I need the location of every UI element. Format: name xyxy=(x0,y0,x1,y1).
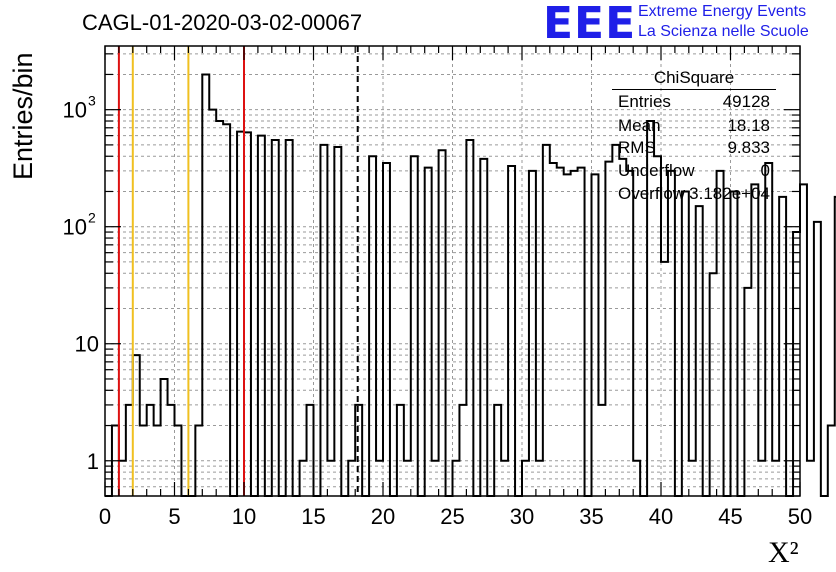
x-axis-label: X² xyxy=(768,536,799,569)
x-tick-label: 50 xyxy=(788,504,812,529)
x-tick-label: 0 xyxy=(99,504,111,529)
stats-row-rms: RMS 9.833 xyxy=(618,138,770,160)
stats-key: Underflow xyxy=(618,161,695,180)
x-tick-label: 5 xyxy=(168,504,180,529)
y-tick-label: 1 xyxy=(87,449,99,474)
stats-title: ChiSquare xyxy=(653,68,735,87)
stats-key: Entries xyxy=(618,92,671,111)
stats-value: 49128 xyxy=(722,92,770,111)
stats-box: ChiSquare Entries 49128 Mean 18.18 RMS 9… xyxy=(612,68,776,204)
stats-row-underflow: Underflow 0 xyxy=(618,161,770,183)
histogram-outline xyxy=(105,73,836,497)
stats-key: Overflow xyxy=(618,184,686,203)
chart-title: CAGL-01-2020-03-02-00067 xyxy=(82,10,363,35)
logo-subtitle-line1: Extreme Energy Events xyxy=(638,3,807,20)
y-axis-label: Entries/bin xyxy=(8,52,38,180)
stats-value: 0 xyxy=(760,161,770,180)
stats-value: 3.182e+04 xyxy=(689,184,770,203)
y-tick-exponent: 2 xyxy=(88,210,96,226)
eee-logo: EEE xyxy=(543,0,637,49)
x-tick-label: 30 xyxy=(510,504,534,529)
stats-row-overflow: Overflow 3.182e+04 xyxy=(618,184,770,206)
y-tick-exponent: 3 xyxy=(88,93,96,109)
stats-value: 18.18 xyxy=(727,116,770,135)
y-tick-label: 10 xyxy=(75,332,99,357)
logo-subtitle-line2: La Scienza nelle Scuole xyxy=(638,23,809,40)
x-tick-label: 40 xyxy=(649,504,673,529)
y-tick-label: 10 xyxy=(63,98,87,123)
grid-layer xyxy=(105,46,800,496)
marker-lines-layer xyxy=(117,46,359,496)
stats-value: 9.833 xyxy=(727,138,770,157)
x-tick-label: 20 xyxy=(371,504,395,529)
x-tick-label: 35 xyxy=(579,504,603,529)
stats-row-mean: Mean 18.18 xyxy=(618,116,770,138)
x-tick-label: 15 xyxy=(301,504,325,529)
stats-key: RMS xyxy=(618,138,656,157)
stats-title-rule xyxy=(612,89,776,90)
histogram-layer xyxy=(105,73,836,497)
x-tick-label: 45 xyxy=(718,504,742,529)
x-tick-label: 10 xyxy=(232,504,256,529)
x-tick-label: 25 xyxy=(440,504,464,529)
stats-row-entries: Entries 49128 xyxy=(618,92,770,114)
stats-key: Mean xyxy=(618,116,661,135)
y-tick-label: 10 xyxy=(63,215,87,240)
